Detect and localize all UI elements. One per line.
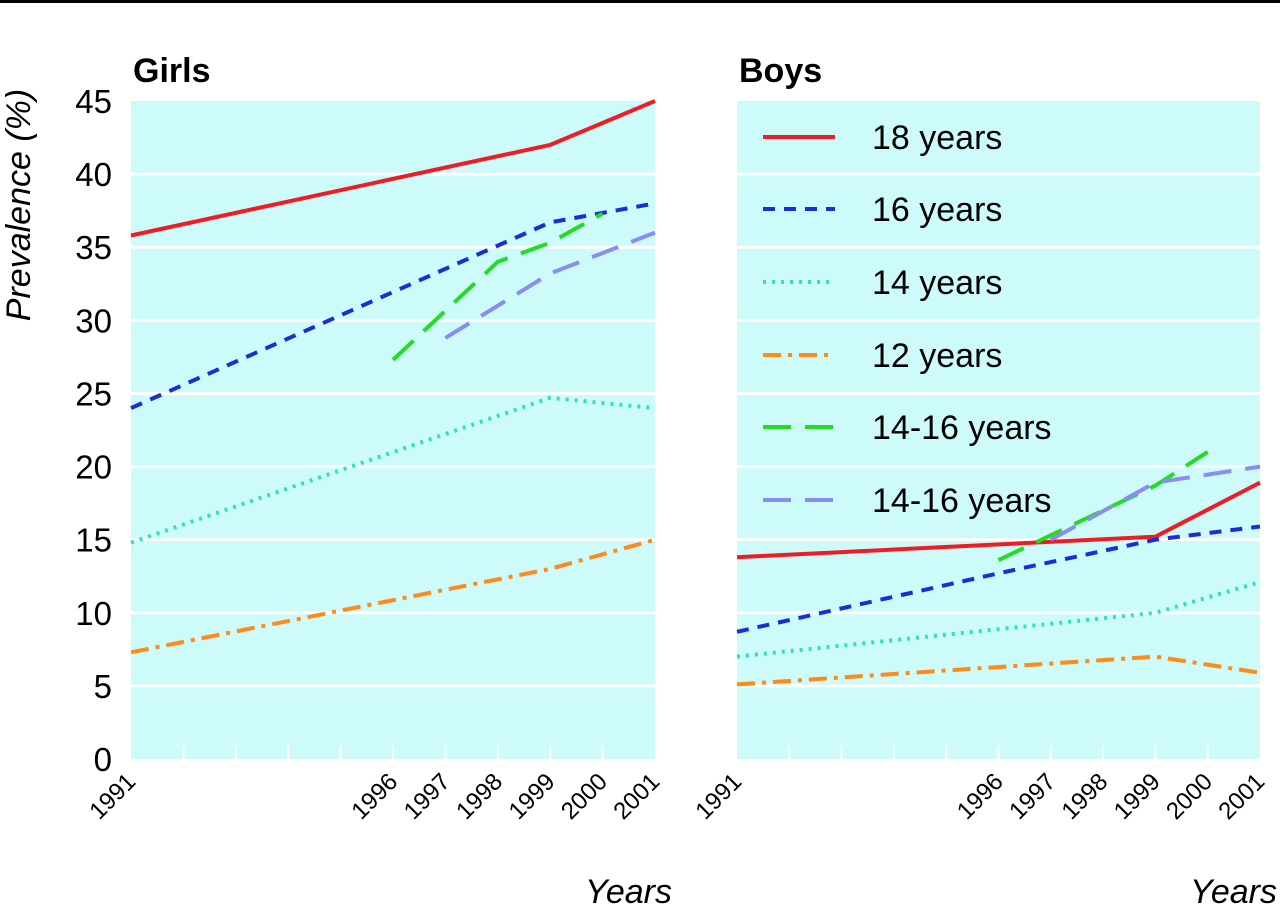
x-tick-label: 1991 xyxy=(690,768,747,825)
girls-plot-background xyxy=(131,101,655,759)
x-tick-label: 1997 xyxy=(1004,768,1061,825)
legend-label-18y: 18 years xyxy=(872,119,1002,157)
y-tick-label: 5 xyxy=(94,668,112,705)
girls-series-group xyxy=(130,99,656,655)
girls-gridlines xyxy=(131,172,655,688)
y-tick-label: 20 xyxy=(75,449,112,486)
girls-x-axis-label: Years xyxy=(585,873,672,907)
legend-label-12y: 12 years xyxy=(872,337,1002,375)
x-tick-label: 1998 xyxy=(451,768,508,825)
y-tick-label: 45 xyxy=(75,83,112,120)
boys-gridlines xyxy=(737,172,1260,688)
x-tick-label: 2000 xyxy=(1161,768,1218,825)
series-line-14y xyxy=(130,395,656,545)
girls-x-tick-marks xyxy=(182,745,604,759)
x-tick-label: 1999 xyxy=(504,768,561,825)
y-tick-label: 30 xyxy=(75,302,112,339)
legend: 18 years 16 years 14 years 12 years 14-16 ye… xyxy=(763,119,1052,520)
x-tick-label: 2000 xyxy=(556,768,613,825)
series-line-1416b xyxy=(1049,464,1261,542)
y-axis-label: Prevalence (%) xyxy=(0,89,38,321)
y-tick-label: 15 xyxy=(75,522,112,559)
series-line-18y xyxy=(736,480,1261,560)
x-tick-label: 1996 xyxy=(346,768,403,825)
boys-x-axis-label: Years xyxy=(1190,873,1277,907)
boys-x-tick-marks xyxy=(788,745,1209,759)
y-axis-tick-labels: 0 5 10 15 20 25 30 35 40 45 xyxy=(75,83,112,778)
girls-panel: Girls 0 5 10 15 20 25 30 35 40 45 1991 19961997199… xyxy=(75,52,665,825)
girls-panel-title: Girls xyxy=(133,52,210,90)
y-tick-label: 35 xyxy=(75,229,112,266)
legend-label-14y: 14 years xyxy=(872,264,1002,302)
series-line-16y xyxy=(130,201,656,410)
legend-label-16y: 16 years xyxy=(872,191,1002,229)
y-tick-label: 0 xyxy=(94,741,112,778)
legend-label-1416a: 14-16 years xyxy=(872,409,1052,447)
x-tick-label: 1997 xyxy=(399,768,456,825)
y-tick-label: 40 xyxy=(75,156,112,193)
legend-label-1416b: 14-16 years xyxy=(872,482,1052,520)
x-tick-label: 2001 xyxy=(608,768,665,825)
series-line-16y xyxy=(736,524,1261,634)
series-line-18y xyxy=(130,99,656,238)
x-tick-label: 1998 xyxy=(1056,768,1113,825)
boys-panel-title: Boys xyxy=(739,52,822,90)
x-tick-label: 2001 xyxy=(1213,768,1270,825)
series-line-1416a xyxy=(997,450,1209,562)
y-tick-label: 10 xyxy=(75,595,112,632)
x-tick-label: 1999 xyxy=(1109,768,1166,825)
boys-plot-background xyxy=(737,101,1260,759)
x-tick-label: 1996 xyxy=(952,768,1009,825)
series-line-1416a xyxy=(391,211,604,362)
boys-series-group xyxy=(736,450,1261,687)
y-tick-label: 25 xyxy=(75,375,112,412)
